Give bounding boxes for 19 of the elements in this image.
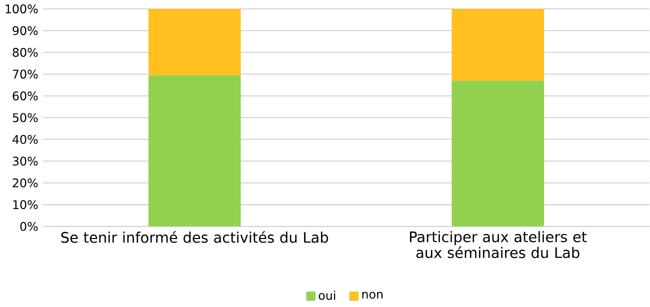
- legend-label: non: [362, 292, 383, 299]
- bar: [452, 8, 544, 81]
- y-tick-label: 0%: [20, 222, 38, 231]
- x-tick-label: Participer aux ateliers et aux séminaires du Lab: [410, 231, 587, 258]
- y-tick-label: 90%: [12, 26, 38, 36]
- y-tick-label: 100%: [6, 4, 38, 14]
- y-tick-label: 60%: [12, 91, 38, 100]
- legend-label: oui: [318, 290, 336, 300]
- y-tick-label: 80%: [12, 48, 38, 57]
- x-tick-label: Se tenir informé des activités du Lab: [61, 231, 328, 243]
- y-tick-label: 70%: [12, 70, 38, 79]
- y-tick-label: 50%: [12, 113, 38, 122]
- y-tick-label: 20%: [12, 178, 38, 188]
- bar: [148, 75, 241, 226]
- y-tick-label: 40%: [12, 134, 38, 144]
- bar: [148, 8, 241, 76]
- y-tick-label: 30%: [12, 156, 38, 166]
- bar: [452, 80, 544, 226]
- y-tick-label: 10%: [13, 200, 38, 210]
